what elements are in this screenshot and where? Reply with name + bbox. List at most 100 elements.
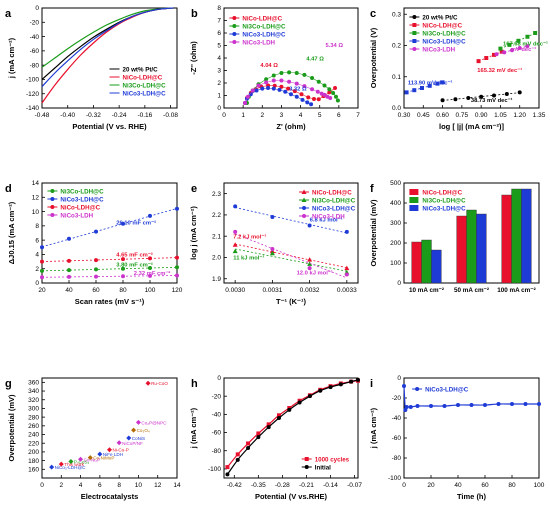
point-label: P-CoS₂ [74, 459, 90, 464]
y-tick-label: -80 [392, 455, 402, 462]
series-2 [498, 31, 538, 51]
data-point [305, 100, 310, 105]
x-tick-label: 0.0032 [300, 287, 320, 294]
x-tick-label: 100 [534, 482, 545, 489]
y-axis-label: ΔJ0.15 (mA cm⁻²) [7, 201, 16, 264]
legend-label: NiCo3-LDH@C [60, 196, 104, 203]
x-tick-label: 40 [454, 482, 462, 489]
x-tick-label: 0 [402, 482, 406, 489]
legend-label: Ni3Co-LDH@C [422, 30, 466, 37]
x-tick-label: 1.35 [533, 112, 546, 119]
plot-frame [403, 7, 540, 109]
x-axis-label: Scan rates (mV s⁻¹) [75, 297, 145, 306]
panel-letter: a [5, 8, 12, 20]
x-tick-label: 14 [173, 482, 181, 489]
data-point [67, 268, 71, 273]
data-point [121, 274, 125, 279]
data-point [116, 440, 122, 446]
data-point [246, 441, 251, 446]
y-tick-label: 2 [35, 266, 39, 273]
legend-marker [304, 465, 309, 469]
x-tick-label: 1 [241, 112, 245, 119]
point-label: NiCo₃-LDH@C [55, 465, 86, 470]
data-point [333, 94, 338, 99]
legend: NiCo3-LDH@C [412, 386, 469, 393]
fit-line [41, 257, 178, 263]
data-point [469, 403, 474, 407]
legend-marker [50, 197, 55, 201]
fit-line [41, 275, 178, 278]
data-point [225, 465, 230, 470]
panel-letter: g [5, 378, 12, 390]
x-tick-label: 12 [154, 482, 162, 489]
y-tick-label: 100 [390, 260, 401, 267]
legend-marker [301, 189, 307, 194]
x-tick-label: 0.45 [417, 112, 430, 119]
legend-label: NiCo3-LDH@C [242, 31, 286, 38]
bar [421, 239, 432, 284]
data-point [277, 87, 282, 92]
x-tick-label: 0.30 [398, 112, 411, 119]
y-tick-label: 0 [397, 375, 401, 382]
panel-letter: e [191, 183, 197, 195]
y-tick-label: -120 [26, 91, 39, 98]
annotation-label: 12.0 kJ mol⁻¹ [297, 269, 333, 276]
plot-frame [223, 182, 359, 284]
data-point [344, 229, 349, 234]
y-tick-label: -40 [392, 415, 402, 422]
legend-marker [50, 189, 55, 193]
data-point [453, 97, 458, 102]
data-point [517, 90, 522, 95]
data-point [235, 457, 240, 462]
bar [521, 188, 532, 284]
y-tick-label: 8 [217, 5, 221, 12]
data-point [525, 34, 530, 39]
annotation-label: 2.32 mF cm⁻² [134, 270, 171, 277]
bar [456, 215, 467, 284]
panel-f: f 0 100 200 300 400 500 Overpotential (mV) 10 mA… [369, 180, 540, 294]
data-point [442, 404, 447, 408]
data-point [40, 268, 44, 273]
y-tick-label: 180 [28, 458, 39, 465]
y-tick-label: 3 [217, 68, 221, 75]
y-tick-label: -20 [30, 19, 40, 26]
data-point [496, 402, 501, 406]
data-point [245, 94, 250, 99]
series-2 [233, 204, 349, 234]
plot-frame [41, 377, 178, 479]
annotation-label: 4.65 mF cm⁻² [116, 252, 153, 259]
panel-letter: c [370, 8, 376, 20]
annotation-label: 5.34 Ω [325, 43, 343, 49]
series-0 [40, 265, 179, 273]
fit-line [235, 248, 347, 272]
data-point [408, 405, 413, 409]
data-point [148, 213, 152, 218]
x-tick-label: 0.90 [475, 112, 488, 119]
data-point [175, 206, 179, 211]
data-point [269, 250, 275, 256]
y-axis-label: j (mA cm⁻²) [369, 407, 378, 449]
data-point [331, 91, 336, 95]
legend-label: NiCo3-LDH@C [123, 90, 167, 97]
legend-marker [302, 206, 307, 210]
data-point [349, 379, 354, 384]
bar [411, 241, 422, 284]
data-point [316, 97, 321, 102]
y-tick-label: -40 [212, 412, 222, 419]
data-point [311, 97, 316, 101]
data-point [287, 407, 292, 412]
legend-marker [50, 205, 55, 209]
data-point [67, 236, 71, 241]
data-point [435, 81, 440, 86]
y-tick-label: 0 [397, 280, 401, 287]
data-point [260, 86, 265, 91]
data-point [335, 98, 340, 103]
legend-marker [412, 39, 417, 43]
legend-marker [412, 23, 417, 27]
y-axis-label: log j (mA cm⁻²) [189, 206, 198, 260]
data-point [356, 377, 360, 382]
x-tick-label: -0.21 [299, 482, 314, 489]
x-tick-label: 0 [40, 482, 44, 489]
data-point [402, 384, 406, 388]
data-point [315, 89, 320, 94]
